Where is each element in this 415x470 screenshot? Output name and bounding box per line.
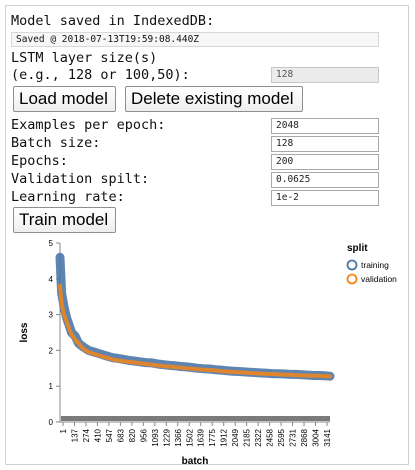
x-tick-label: 1775 bbox=[208, 428, 217, 446]
app-frame bbox=[5, 5, 409, 465]
series-line-validation bbox=[58, 284, 332, 379]
y-tick-label: 1 bbox=[49, 382, 54, 391]
x-tick-label: 1366 bbox=[174, 428, 183, 446]
epochs-label: Epochs: bbox=[11, 153, 68, 169]
x-tick-label: 274 bbox=[82, 428, 91, 442]
epochs-input[interactable]: 200 bbox=[271, 154, 379, 170]
y-tick-label: 2 bbox=[49, 346, 54, 355]
x-tick-label: 547 bbox=[105, 428, 114, 442]
model-status-title: Model saved in IndexedDB: bbox=[11, 13, 215, 29]
legend-title: split bbox=[347, 243, 368, 254]
examples-per-epoch-label: Examples per epoch: bbox=[11, 117, 166, 133]
x-tick-label: 1502 bbox=[185, 428, 194, 446]
y-tick-label: 0 bbox=[49, 418, 54, 427]
x-axis-title: batch bbox=[182, 456, 209, 467]
x-tick-label: 3004 bbox=[312, 428, 321, 446]
legend-label-validation: validation bbox=[361, 274, 397, 284]
y-tick-label: 3 bbox=[49, 311, 54, 320]
y-axis-title: loss bbox=[19, 322, 30, 342]
batch-size-input[interactable]: 128 bbox=[271, 136, 379, 152]
x-tick-label: 137 bbox=[70, 428, 79, 442]
x-rug-band bbox=[61, 416, 330, 421]
x-tick-label: 956 bbox=[139, 428, 148, 442]
x-tick-label: 410 bbox=[93, 428, 102, 442]
x-tick-label: 1 bbox=[59, 428, 68, 433]
y-tick-label: 5 bbox=[49, 239, 54, 248]
x-tick-label: 2458 bbox=[266, 428, 275, 446]
learning-rate-label: Learning rate: bbox=[11, 189, 125, 205]
x-tick-label: 3141 bbox=[323, 428, 332, 446]
batch-size-label: Batch size: bbox=[11, 135, 101, 151]
learning-rate-input[interactable]: 1e-2 bbox=[271, 190, 379, 206]
x-tick-label: 2731 bbox=[289, 428, 298, 446]
x-tick-label: 2868 bbox=[300, 428, 309, 446]
x-tick-label: 2049 bbox=[231, 428, 240, 446]
model-status-box: Saved @ 2018-07-13T19:59:08.440Z bbox=[11, 32, 379, 47]
x-tick-label: 683 bbox=[116, 428, 125, 442]
legend-symbol-training bbox=[346, 259, 358, 271]
x-tick-label: 1639 bbox=[197, 428, 206, 446]
delete-model-button[interactable]: Delete existing model bbox=[125, 86, 303, 112]
series-line-training bbox=[55, 252, 335, 381]
x-tick-label: 2322 bbox=[254, 428, 263, 446]
train-model-button[interactable]: Train model bbox=[13, 207, 116, 233]
lstm-size-input[interactable]: 128 bbox=[271, 67, 379, 83]
load-model-button[interactable]: Load model bbox=[13, 86, 116, 112]
x-tick-label: 1912 bbox=[220, 428, 229, 446]
y-tick-label: 4 bbox=[49, 275, 54, 284]
examples-per-epoch-input[interactable]: 2048 bbox=[271, 118, 379, 134]
x-tick-label: 820 bbox=[128, 428, 137, 442]
x-tick-label: 1229 bbox=[162, 428, 171, 446]
lstm-label-line1: LSTM layer size(s) bbox=[11, 50, 158, 66]
legend-symbol-validation bbox=[346, 273, 358, 285]
lstm-label-line2: (e.g., 128 or 100,50): bbox=[11, 67, 190, 83]
x-tick-label: 2595 bbox=[277, 428, 286, 446]
x-tick-label: 2185 bbox=[243, 428, 252, 446]
x-tick-label: 1093 bbox=[151, 428, 160, 446]
validation-split-label: Validation spilt: bbox=[11, 171, 150, 187]
validation-split-input[interactable]: 0.0625 bbox=[271, 172, 379, 188]
model-saved-text: Saved @ 2018-07-13T19:59:08.440Z bbox=[16, 34, 200, 45]
legend-label-training: training bbox=[361, 260, 389, 270]
